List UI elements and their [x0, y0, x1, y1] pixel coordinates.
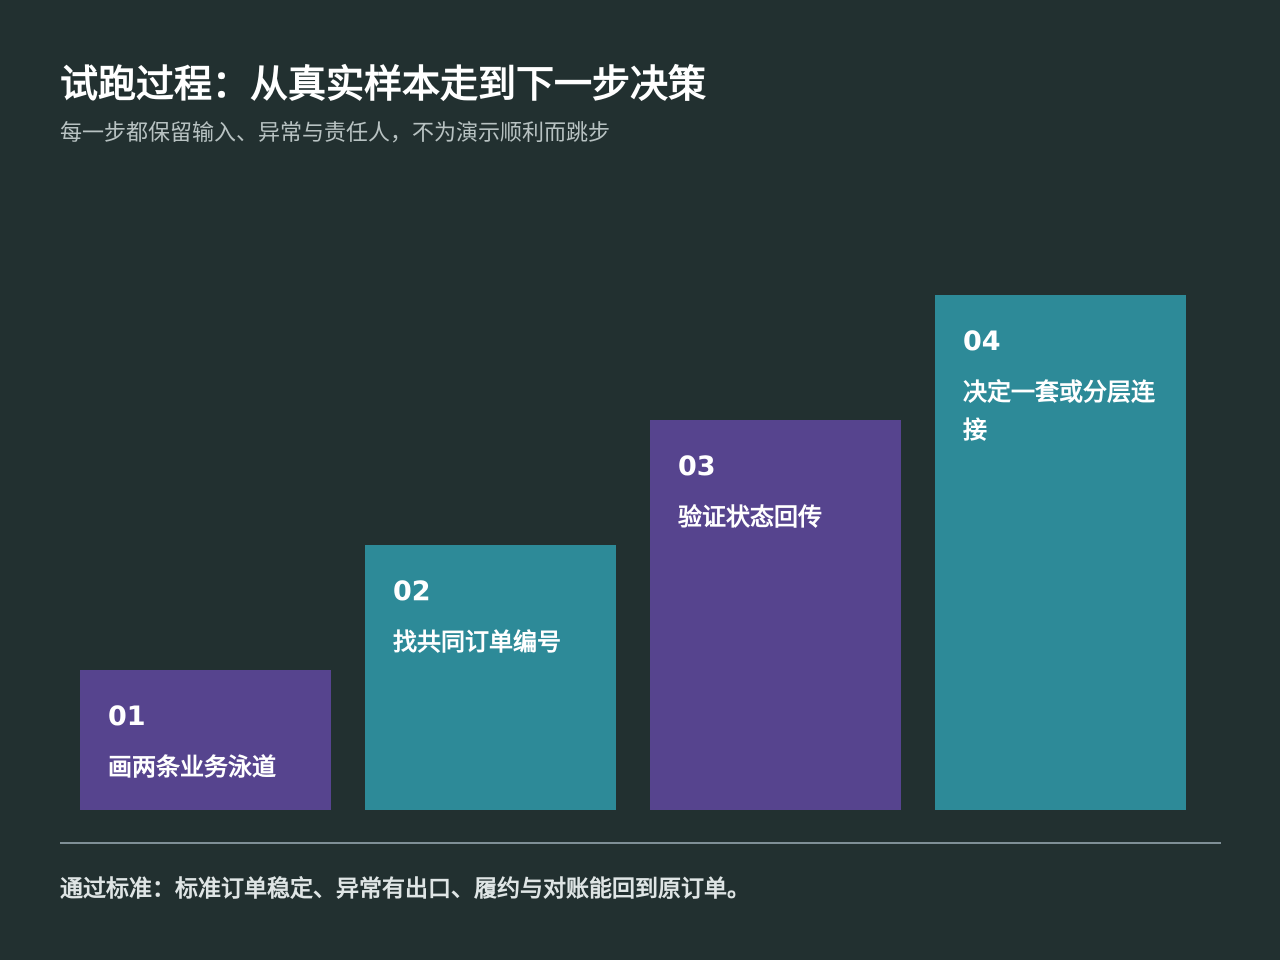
footer-divider [60, 842, 1221, 844]
step-label: 画两条业务泳道 [108, 753, 276, 781]
step-label: 找共同订单编号 [393, 628, 561, 656]
footer-note: 通过标准：标准订单稳定、异常有出口、履约与对账能回到原订单。 [60, 876, 750, 902]
step-number: 02 [393, 576, 431, 607]
step-number: 03 [678, 451, 716, 482]
page-title: 试跑过程：从真实样本走到下一步决策 [60, 62, 707, 106]
step-number: 04 [963, 326, 1001, 357]
step-block-02: 02 找共同订单编号 [365, 545, 616, 810]
step-number: 01 [108, 701, 146, 732]
step-label: 验证状态回传 [678, 503, 822, 531]
step-block-01: 01 画两条业务泳道 [80, 670, 331, 810]
step-block-04: 04 决定一套或分层连接 [935, 295, 1186, 810]
step-label: 决定一套或分层连接 [963, 378, 1155, 444]
page-subtitle: 每一步都保留输入、异常与责任人，不为演示顺利而跳步 [60, 121, 611, 146]
step-block-03: 03 验证状态回传 [650, 420, 901, 810]
